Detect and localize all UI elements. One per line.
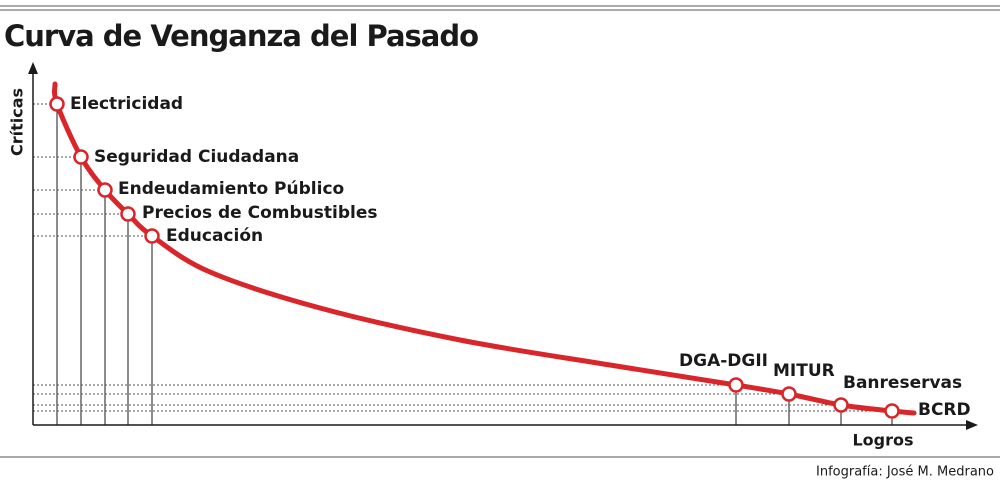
node-marker	[97, 182, 113, 198]
credit: Infografía: José M. Medrano	[816, 465, 994, 480]
node-marker	[73, 149, 89, 165]
x-axis-label: Logros	[852, 431, 913, 450]
node-label: Endeudamiento Público	[118, 179, 344, 199]
node-marker	[49, 96, 65, 112]
node-marker	[144, 228, 160, 244]
guides	[33, 103, 893, 425]
node-label: BCRD	[918, 400, 971, 420]
node-label: Educación	[166, 226, 263, 246]
node-marker	[781, 386, 797, 402]
node-marker	[728, 377, 744, 393]
node-marker	[884, 403, 900, 419]
node-label: Precios de Combustibles	[142, 203, 377, 223]
node-marker	[120, 206, 136, 222]
node-label: MITUR	[773, 361, 835, 381]
node-marker	[833, 397, 849, 413]
node-label: DGA-DGII	[679, 351, 768, 371]
chart-title: Curva de Venganza del Pasado	[4, 19, 478, 53]
node-label: Electricidad	[70, 94, 183, 114]
y-axis-arrow	[28, 62, 38, 74]
x-axis-arrow	[966, 420, 978, 430]
node-label: Banreservas	[843, 373, 962, 393]
y-axis-label: Críticas	[8, 88, 27, 156]
nodes: Electricidad Seguridad Ciudadana Endeudami…	[49, 94, 971, 420]
node-label: Seguridad Ciudadana	[94, 147, 299, 167]
curve	[52, 81, 917, 416]
